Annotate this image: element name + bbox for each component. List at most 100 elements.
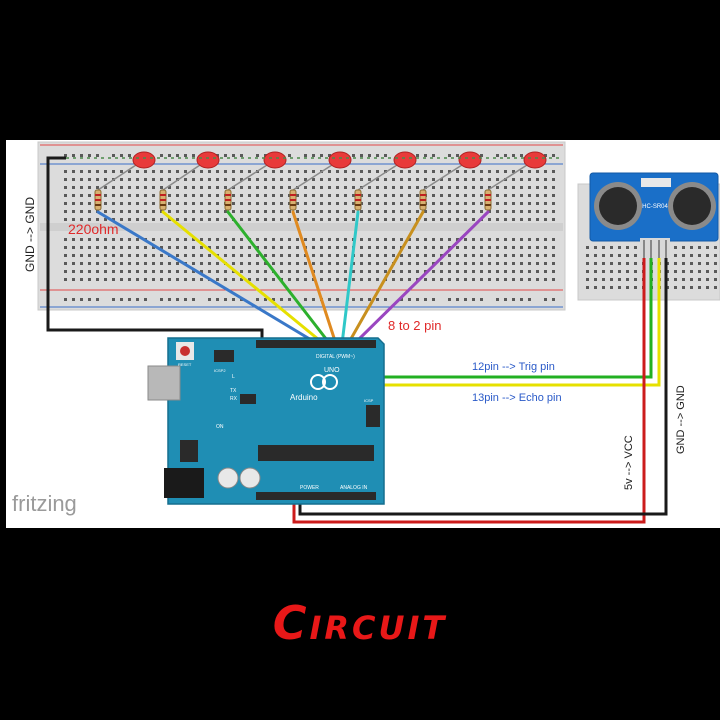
breadboard-hole [544,170,547,173]
breadboard-hole [328,218,331,221]
breadboard-hole [544,254,547,257]
led [523,151,547,169]
breadboard-hole [328,210,331,213]
breadboard-hole [328,170,331,173]
breadboard-hole [200,178,203,181]
breadboard-hole [392,238,395,241]
breadboard-hole [488,170,491,173]
breadboard-hole [120,262,123,265]
breadboard-hole [280,246,283,249]
breadboard-hole [200,270,203,273]
breadboard-hole [272,238,275,241]
breadboard-hole [152,210,155,213]
led [458,151,482,169]
breadboard-hole [528,262,531,265]
breadboard-hole [586,286,589,289]
breadboard-hole [192,178,195,181]
breadboard-hole [104,254,107,257]
breadboard-hole [634,270,637,273]
breadboard-hole [544,246,547,249]
breadboard-hole [424,254,427,257]
led [263,151,287,169]
resistor-band [355,194,361,196]
breadboard-hole [80,262,83,265]
breadboard-hole [128,154,131,157]
caption-title: Circuit [272,596,448,650]
breadboard-hole [64,218,67,221]
breadboard-hole [144,170,147,173]
breadboard-hole [168,170,171,173]
breadboard-hole [536,254,539,257]
breadboard-hole [448,210,451,213]
breadboard-hole [296,246,299,249]
breadboard-hole [320,218,323,221]
breadboard-hole [112,238,115,241]
breadboard-hole [674,270,677,273]
resistor-band [290,204,296,206]
breadboard-hole [618,278,621,281]
breadboard-hole [272,202,275,205]
breadboard-hole [200,186,203,189]
breadboard-hole [528,210,531,213]
breadboard-hole [296,178,299,181]
breadboard-hole [472,202,475,205]
breadboard-hole [698,278,701,281]
breadboard-hole [368,202,371,205]
breadboard-hole [512,270,515,273]
ultrasonic-sensor: HC-SR04 [589,172,719,258]
breadboard-hole [200,194,203,197]
breadboard-hole [280,262,283,265]
breadboard-hole [544,202,547,205]
digital-pwm-label: DIGITAL (PWM~) [316,354,355,360]
breadboard-hole [520,254,523,257]
breadboard-hole [328,246,331,249]
breadboard-hole [360,210,363,213]
breadboard-hole [64,246,67,249]
breadboard-hole [432,186,435,189]
breadboard-hole [536,238,539,241]
breadboard-hole [698,246,701,249]
breadboard-hole [256,218,259,221]
breadboard-hole [520,270,523,273]
breadboard-hole [128,238,131,241]
breadboard-hole [480,246,483,249]
breadboard-hole [384,186,387,189]
breadboard-hole [536,170,539,173]
breadboard-hole [64,254,67,257]
breadboard-hole [360,154,363,157]
main-breadboard [37,141,566,311]
breadboard-hole [168,154,171,157]
arduino-logo-text: Arduino [290,393,318,402]
led-lead [162,164,201,191]
breadboard-hole [128,270,131,273]
breadboard-hole [80,186,83,189]
breadboard-hole [536,246,539,249]
breadboard-hole [328,270,331,273]
breadboard-hole [448,186,451,189]
breadboard-hole [96,186,99,189]
breadboard-hole [602,254,605,257]
breadboard-hole [72,218,75,221]
breadboard-hole [690,246,693,249]
breadboard-hole [320,202,323,205]
breadboard-hole [288,154,291,157]
gnd-left-label: GND --> GND [23,197,37,272]
breadboard-hole [144,270,147,273]
breadboard-hole [594,270,597,273]
on-label: ON [216,424,224,430]
breadboard-hole [304,238,307,241]
breadboard-hole [432,218,435,221]
breadboard-hole [304,194,307,197]
breadboard-hole [456,178,459,181]
breadboard-hole [144,210,147,213]
breadboard-hole [288,254,291,257]
breadboard-hole [272,194,275,197]
breadboard-hole [80,246,83,249]
breadboard-hole [120,246,123,249]
breadboard-hole [384,254,387,257]
breadboard-hole [208,202,211,205]
breadboard-hole [352,218,355,221]
breadboard-holes [64,154,555,301]
breadboard-hole [674,254,677,257]
breadboard-hole [224,298,227,301]
